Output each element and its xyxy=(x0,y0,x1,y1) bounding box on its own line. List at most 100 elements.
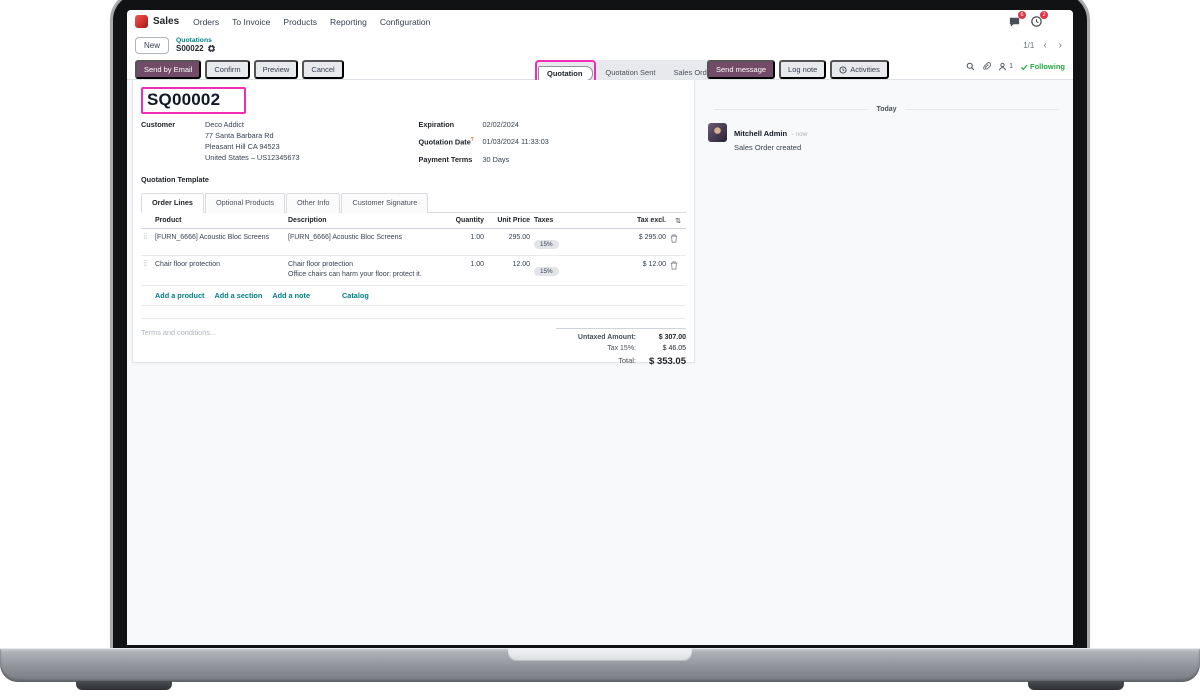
message-author: Mitchell Admin xyxy=(734,129,788,138)
pager-next-icon[interactable]: › xyxy=(1058,39,1062,51)
tax-badge[interactable]: 15% xyxy=(534,266,559,276)
expiration-value[interactable]: 02/02/2024 xyxy=(482,120,519,129)
trash-icon[interactable] xyxy=(670,233,686,243)
customer-name[interactable]: Deco Addict xyxy=(205,120,244,129)
cell-quantity[interactable]: 1.00 xyxy=(470,260,484,268)
total-label: Total: xyxy=(618,355,636,365)
send-by-email-button[interactable]: Send by Email xyxy=(135,60,202,79)
chatter-panel: Today Mitchell Admin - now Sales Order c… xyxy=(700,80,1073,152)
cell-subtotal: $ 295.00 xyxy=(638,233,666,241)
app-name[interactable]: Sales xyxy=(153,16,180,27)
following-button[interactable]: Following xyxy=(1020,62,1065,71)
untaxed-label: Untaxed Amount: xyxy=(577,333,636,341)
header-taxes[interactable]: Taxes xyxy=(534,216,554,224)
trash-icon[interactable] xyxy=(670,260,686,270)
stage-quotation[interactable]: Quotation xyxy=(538,66,594,81)
header-product[interactable]: Product xyxy=(155,216,182,224)
pager-counter: 1/1 xyxy=(1023,40,1035,50)
log-note-button[interactable]: Log note xyxy=(779,60,827,79)
nav-item-products[interactable]: Products xyxy=(283,16,317,27)
pager-prev-icon[interactable]: ‹ xyxy=(1043,39,1047,51)
add-section-link[interactable]: Add a section xyxy=(214,290,263,300)
empty-table-row xyxy=(141,306,686,319)
payment-terms-value[interactable]: 30 Days xyxy=(482,154,510,164)
header-subtotal[interactable]: Tax excl. xyxy=(636,216,666,224)
cell-subtotal: $ 12.00 xyxy=(642,260,666,268)
cell-product[interactable]: [FURN_6666] Acoustic Bloc Screens xyxy=(155,233,269,241)
paperclip-icon[interactable] xyxy=(982,62,992,71)
tax-badge[interactable]: 15% xyxy=(534,239,559,249)
customer-label: Customer xyxy=(141,120,176,129)
drag-handle-icon[interactable]: ⣿ xyxy=(143,233,148,240)
person-icon xyxy=(999,62,1007,71)
annotation-highlight-reference: SQ00002 xyxy=(141,87,247,114)
quotation-reference[interactable]: SQ00002 xyxy=(147,90,221,109)
expiration-field: Expiration 02/02/2024 xyxy=(418,120,686,131)
date-divider-label: Today xyxy=(876,106,897,113)
header-description[interactable]: Description xyxy=(288,216,327,224)
quotation-date-hint: ? xyxy=(470,137,474,144)
table-row[interactable]: ⣿ Chair floor protection Chair floor pro… xyxy=(141,256,686,286)
cell-product[interactable]: Chair floor protection xyxy=(155,260,220,268)
user-avatar[interactable] xyxy=(1052,15,1065,28)
laptop-foot-right xyxy=(1028,681,1124,690)
tax-value: $ 46.05 xyxy=(662,344,686,352)
content-area: SQ00002 Customer Deco Addict 77 Santa Ba… xyxy=(127,80,1073,645)
stage-quotation-sent[interactable]: Quotation Sent xyxy=(605,67,656,77)
nav-item-configuration[interactable]: Configuration xyxy=(379,16,431,27)
totals-block: Untaxed Amount: $ 307.00 Tax 15%: $ 46.0… xyxy=(556,327,686,369)
send-message-button[interactable]: Send message xyxy=(707,60,776,79)
activities-clock-icon[interactable]: 2 xyxy=(1030,11,1048,28)
cell-unit-price[interactable]: 12.00 xyxy=(512,260,530,268)
breadcrumb-current: S00022 xyxy=(176,44,204,54)
table-row[interactable]: ⣿ [FURN_6666] Acoustic Bloc Screens [FUR… xyxy=(141,229,686,256)
activities-button[interactable]: Activities xyxy=(830,60,889,79)
tab-order-lines[interactable]: Order Lines xyxy=(141,192,204,213)
stage-sales-order[interactable]: Sales Order xyxy=(673,67,714,77)
preview-button[interactable]: Preview xyxy=(253,60,299,79)
add-product-link[interactable]: Add a product xyxy=(155,290,205,300)
cell-description[interactable]: Chair floor protection xyxy=(288,260,353,268)
quotation-date-field: Quotation Date? 01/03/2024 11:33:03 xyxy=(418,137,686,148)
terms-placeholder[interactable]: Terms and conditions... xyxy=(141,327,217,337)
gear-icon[interactable] xyxy=(206,44,216,54)
catalog-link[interactable]: Catalog xyxy=(342,290,369,300)
messages-icon[interactable]: 6 xyxy=(1008,11,1026,28)
customer-address-line2: Pleasant Hill CA 94523 xyxy=(205,141,280,151)
cell-description[interactable]: [FURN_6666] Acoustic Bloc Screens xyxy=(288,233,402,241)
drag-handle-icon[interactable]: ⣿ xyxy=(143,260,148,267)
nav-item-orders[interactable]: Orders xyxy=(193,16,220,27)
nav-item-to-invoice[interactable]: To Invoice xyxy=(232,16,271,27)
confirm-button[interactable]: Confirm xyxy=(205,60,250,79)
chatter-message[interactable]: Mitchell Admin - now Sales Order created xyxy=(708,123,1073,152)
check-icon xyxy=(1020,64,1028,70)
followers-button[interactable]: 1 xyxy=(998,62,1013,71)
laptop-screen: Sales Orders To Invoice Products Reporti… xyxy=(127,10,1073,645)
sort-icon[interactable]: ⇅ xyxy=(675,217,681,225)
cancel-button[interactable]: Cancel xyxy=(302,60,344,79)
tax-label: Tax 15%: xyxy=(607,344,636,352)
untaxed-value: $ 307.00 xyxy=(658,333,686,341)
clock-icon xyxy=(839,65,847,74)
quotation-date-value[interactable]: 01/03/2024 11:33:03 xyxy=(482,137,549,147)
new-button[interactable]: New xyxy=(135,36,170,54)
tab-customer-signature[interactable]: Customer Signature xyxy=(341,192,429,213)
header-quantity[interactable]: Quantity xyxy=(455,216,484,224)
followers-count: 1 xyxy=(1009,63,1013,70)
message-avatar xyxy=(708,123,727,142)
cell-unit-price[interactable]: 295.00 xyxy=(508,233,530,241)
cell-quantity[interactable]: 1.00 xyxy=(470,233,484,241)
nav-item-reporting[interactable]: Reporting xyxy=(329,16,367,27)
breadcrumb-parent[interactable]: Quotations xyxy=(176,36,212,44)
messages-badge: 6 xyxy=(1018,11,1026,19)
tab-optional-products[interactable]: Optional Products xyxy=(204,192,285,213)
add-note-link[interactable]: Add a note xyxy=(272,290,311,300)
laptop-foot-left xyxy=(76,681,172,690)
total-value: $ 353.05 xyxy=(649,355,686,367)
search-icon[interactable] xyxy=(966,62,975,71)
sales-app-icon[interactable] xyxy=(135,15,148,28)
date-divider: Today xyxy=(714,106,1060,113)
header-unit-price[interactable]: Unit Price xyxy=(497,216,530,224)
tab-other-info[interactable]: Other Info xyxy=(285,192,341,213)
customer-address-line3: United States – US12345673 xyxy=(205,152,300,162)
